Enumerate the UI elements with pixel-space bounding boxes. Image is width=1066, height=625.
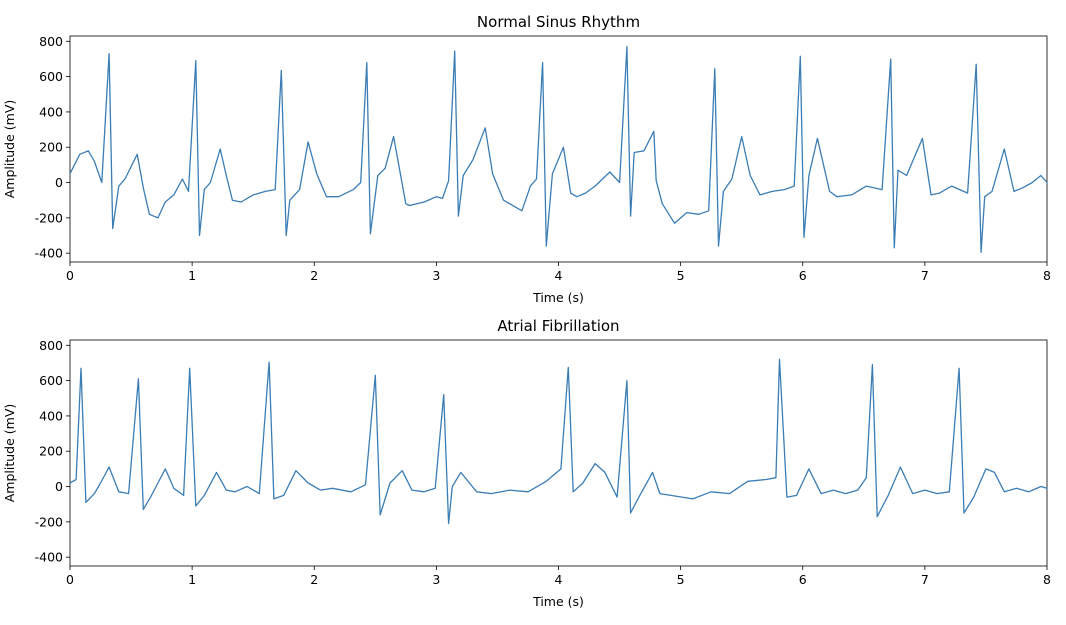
series-line [69,358,1048,525]
x-axis-label: Time (s) [532,594,584,609]
x-tick-label: 1 [188,572,196,587]
chart-title: Normal Sinus Rhythm [477,13,640,31]
x-tick-label: 4 [555,572,563,587]
x-tick-label: 3 [432,268,440,283]
y-tick-label: 600 [39,69,63,84]
x-tick-label: 2 [310,268,318,283]
y-axis-label: Amplitude (mV) [2,100,17,199]
y-tick-label: -400 [35,246,63,261]
x-tick-label: 5 [677,572,685,587]
plot-frame [69,339,1048,567]
x-tick-label: 6 [799,572,807,587]
y-tick-label: -200 [35,210,63,225]
x-tick-label: 3 [432,572,440,587]
x-tick-label: 6 [799,268,807,283]
plot-frame [69,35,1048,263]
y-tick-label: 800 [39,338,63,353]
y-tick-label: 200 [39,140,63,155]
series-line [69,45,1048,253]
x-axis-label: Time (s) [532,290,584,305]
x-tick-label: 5 [677,268,685,283]
y-tick-label: 800 [39,34,63,49]
x-tick-label: 0 [66,572,74,587]
x-tick-label: 1 [188,268,196,283]
x-tick-label: 7 [921,572,929,587]
y-tick-label: 0 [55,175,63,190]
y-tick-label: -200 [35,514,63,529]
x-tick-label: 7 [921,268,929,283]
y-tick-label: 200 [39,444,63,459]
chart-title: Atrial Fibrillation [497,317,619,335]
y-tick-label: -400 [35,550,63,565]
x-tick-label: 4 [555,268,563,283]
y-tick-label: 0 [55,479,63,494]
y-axis-label: Amplitude (mV) [2,404,17,503]
x-tick-label: 0 [66,268,74,283]
y-tick-label: 400 [39,408,63,423]
y-tick-label: 400 [39,104,63,119]
x-tick-label: 8 [1043,268,1051,283]
x-tick-label: 2 [310,572,318,587]
y-tick-label: 600 [39,373,63,388]
x-tick-label: 8 [1043,572,1051,587]
